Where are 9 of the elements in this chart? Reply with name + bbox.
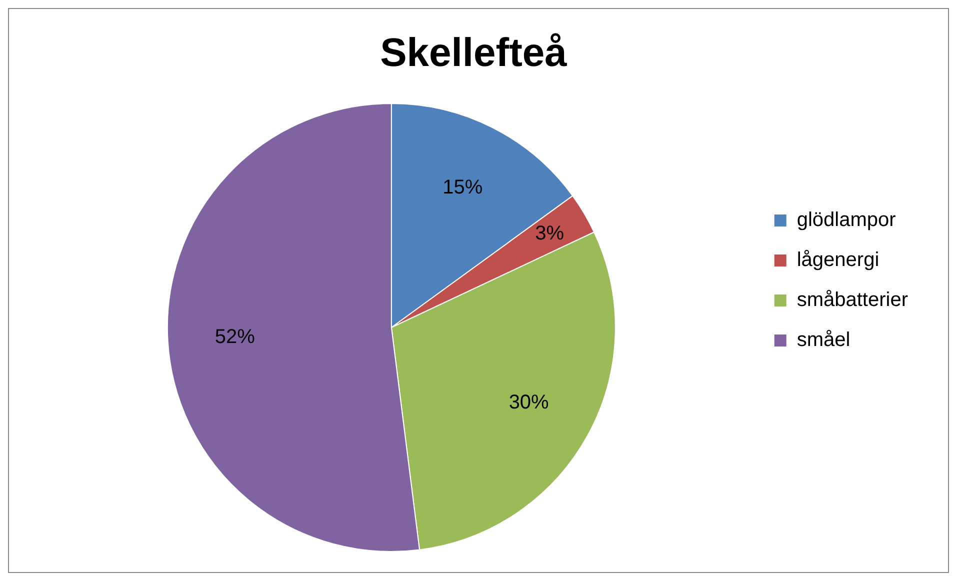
legend-label: småel xyxy=(796,329,850,352)
legend-label: glödlampor xyxy=(796,209,896,232)
data-label: 30% xyxy=(508,392,550,414)
data-label: 15% xyxy=(442,176,483,198)
chart-title: Skellefteå xyxy=(380,31,568,76)
legend-label: småbatterier xyxy=(796,289,908,312)
data-label: 3% xyxy=(535,222,564,245)
data-label: 52% xyxy=(214,326,256,348)
legend-label: lågenergi xyxy=(796,249,880,272)
